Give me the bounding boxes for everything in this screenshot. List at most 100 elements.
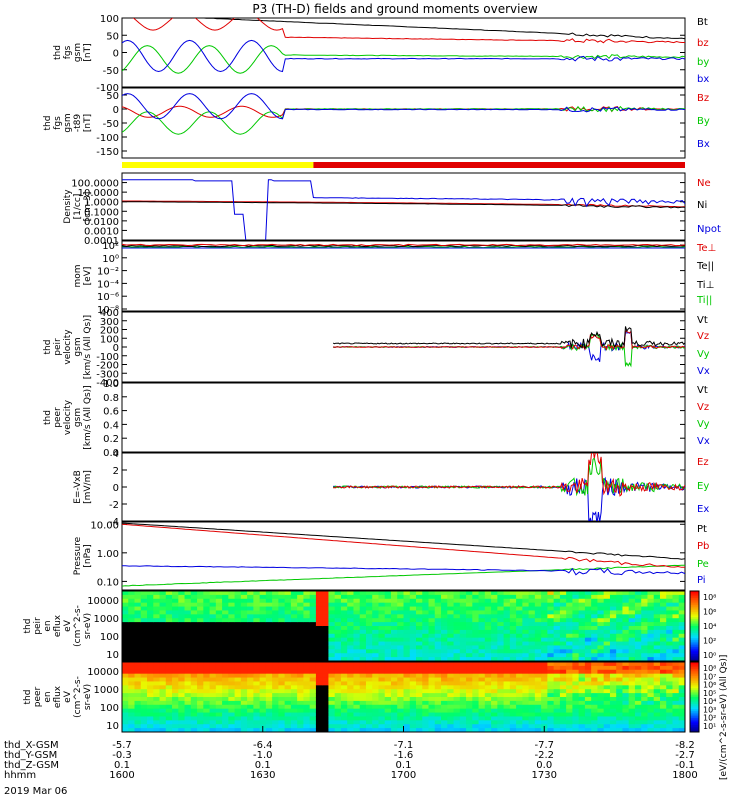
heat-cell [541,665,548,671]
heat-cell [165,606,173,611]
heat-cell [222,629,229,635]
heat-cell [597,673,605,679]
heat-cell [578,622,586,627]
heat-cell [253,657,261,662]
heat-cell [253,673,261,679]
heat-cell [372,724,379,729]
heat-cell [184,645,192,650]
heat-cell [322,598,329,604]
heat-cell [222,606,229,611]
heat-cell [215,641,223,646]
heat-cell [128,665,136,671]
heat-cell [672,712,680,717]
heat-cell [228,665,236,671]
ytick-label: -400 [96,378,119,389]
heat-cell [616,685,623,690]
heat-cell [547,662,555,667]
heat-cell [547,653,555,658]
heat-cell [222,685,229,690]
heat-cell [259,637,267,643]
heat-cell [409,685,417,690]
heat-cell [472,662,480,667]
heat-cell [641,693,648,698]
heat-cell [503,629,511,635]
heat-cell [434,716,442,721]
heat-cell [222,708,229,714]
heat-cell [441,669,448,675]
heat-cell [547,610,555,615]
heat-cell [541,606,548,611]
heat-cell [247,677,254,682]
heat-cell [578,662,586,667]
heat-cell [390,614,398,619]
heat-cell [484,602,492,608]
heat-cell [215,637,223,643]
heat-cell [297,626,304,631]
heat-cell [522,700,530,706]
heat-cell [284,669,292,675]
heat-cell [247,637,254,643]
heat-cell [491,681,498,686]
heat-cell [297,622,304,627]
heat-cell [240,685,248,690]
heat-cell [553,591,561,596]
heat-cell [497,637,505,643]
heat-cell [178,649,186,654]
heat-cell [240,614,248,619]
heat-cell [434,649,442,654]
heat-cell [122,720,129,725]
heat-cell [234,614,242,619]
heat-cell [134,657,142,662]
heat-cell [553,594,561,600]
heat-cell [209,614,217,619]
colorbar-cell [690,648,699,651]
heat-cell [384,697,392,702]
heat-cell [628,681,636,686]
heat-cell [334,720,342,725]
heat-cell [678,649,686,654]
heat-cell [434,700,442,706]
heat-cell [234,673,242,679]
heat-cell [622,728,630,733]
heat-cell [378,681,386,686]
heat-cell [372,657,379,662]
heat-cell [509,677,517,682]
heat-cell [553,669,561,675]
heat-cell [553,606,561,611]
heat-cell [559,649,567,654]
heat-cell [659,610,667,615]
heat-cell [134,708,142,714]
colorbar-cell [690,631,699,634]
heat-cell [447,629,455,635]
heat-cell [409,689,417,694]
heat-cell [347,637,354,643]
heat-cell [541,637,548,643]
heat-cell [234,677,242,682]
heat-cell [228,689,236,694]
heat-cell [278,626,286,631]
heat-cell [340,681,348,686]
heat-cell [597,704,605,710]
heat-cell [247,622,254,627]
heat-cell [284,677,292,682]
heat-cell [184,665,192,671]
heat-cell [147,598,154,604]
heat-cell [384,693,392,698]
heat-cell [641,653,648,658]
colorbar-cell [690,610,699,613]
heat-cell [528,665,536,671]
heat-cell [140,653,148,658]
heat-cell [172,641,179,646]
heat-cell [247,716,254,721]
heat-cell [372,633,379,639]
heat-cell [541,693,548,698]
heat-cell [409,614,417,619]
heat-cell [666,610,673,615]
colorbar-cell [690,612,699,615]
heat-cell [190,614,198,619]
heat-cell [653,614,661,619]
heat-cell [384,606,392,611]
heat-cell [466,689,473,694]
heat-cell [547,673,555,679]
heat-cell [641,629,648,635]
